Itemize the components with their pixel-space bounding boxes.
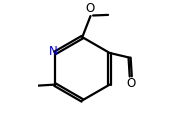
Text: N: N [49,45,58,58]
Text: O: O [86,2,95,15]
Text: O: O [127,77,136,90]
